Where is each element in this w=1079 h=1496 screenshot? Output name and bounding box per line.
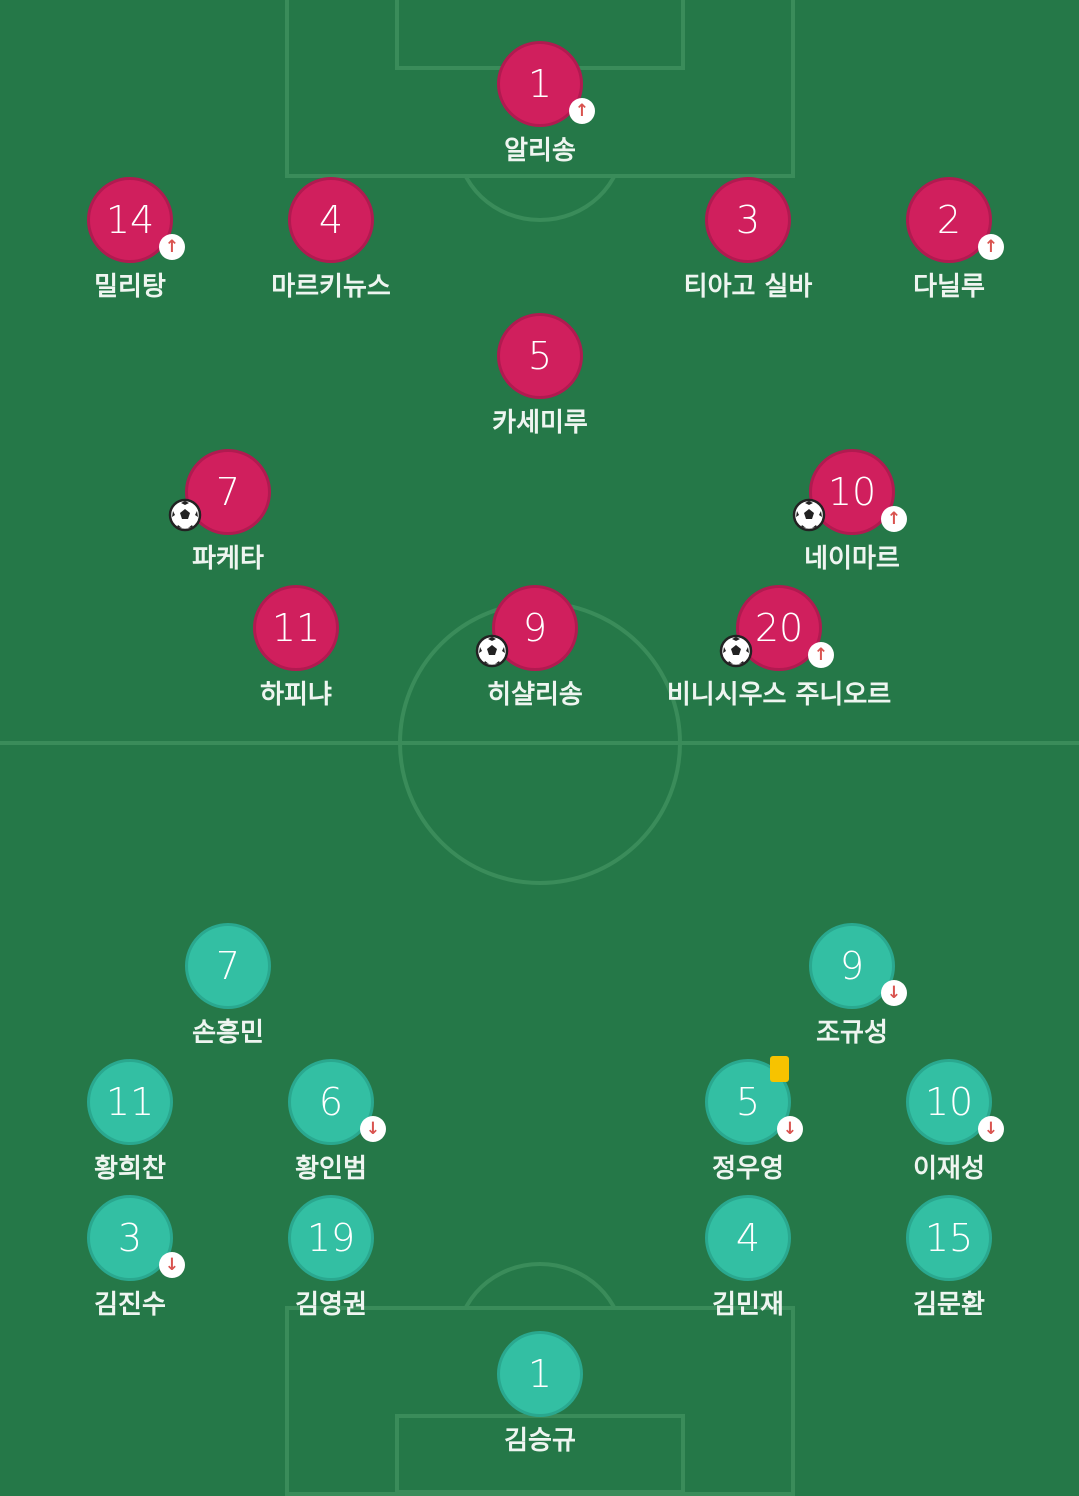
sub-out-arrow-down-icon: ↓ (881, 980, 907, 1006)
player-name: 비니시우스 주니오르 (666, 680, 892, 710)
player-number-badge[interactable]: 11 (87, 1059, 173, 1145)
player-name: 김진수 (94, 1290, 166, 1320)
player-number-badge[interactable]: 9 (809, 923, 895, 1009)
sub-out-arrow-down-icon: ↓ (978, 1116, 1004, 1142)
player-number-badge[interactable]: 4 (288, 177, 374, 263)
player-name: 카세미루 (492, 408, 588, 438)
player-name: 마르키뉴스 (271, 272, 391, 302)
soccer-ball-goal-icon (475, 634, 509, 668)
sub-in-arrow-up-icon: ↑ (159, 234, 185, 260)
player-number-badge[interactable]: 7 (185, 923, 271, 1009)
sub-in-arrow-up-icon: ↑ (808, 642, 834, 668)
player-name: 정우영 (712, 1154, 784, 1184)
player-name: 알리송 (504, 136, 576, 166)
player-name: 파케타 (192, 544, 264, 574)
player-number-badge[interactable]: 19 (288, 1195, 374, 1281)
sub-out-arrow-down-icon: ↓ (360, 1116, 386, 1142)
player-name: 네이마르 (804, 544, 900, 574)
player-name: 황희찬 (94, 1154, 166, 1184)
player-number-badge[interactable]: 3 (705, 177, 791, 263)
player-number-badge[interactable]: 5 (497, 313, 583, 399)
player-number-badge[interactable]: 2 (906, 177, 992, 263)
player-name: 김영권 (295, 1290, 367, 1320)
player-name: 황인범 (295, 1154, 367, 1184)
yellow-card-icon (770, 1056, 789, 1082)
sub-out-arrow-down-icon: ↓ (777, 1116, 803, 1142)
player-name: 조규성 (816, 1018, 888, 1048)
soccer-ball-goal-icon (719, 634, 753, 668)
player-name: 티아고 실바 (683, 272, 813, 302)
soccer-ball-goal-icon (792, 498, 826, 532)
player-number-badge[interactable]: 10 (809, 449, 895, 535)
player-name: 다닐루 (913, 272, 985, 302)
top-penalty-area (285, 0, 795, 178)
sub-in-arrow-up-icon: ↑ (978, 234, 1004, 260)
player-number-badge[interactable]: 1 (497, 41, 583, 127)
player-number-badge[interactable]: 11 (253, 585, 339, 671)
player-name: 김승규 (504, 1426, 576, 1456)
player-number-badge[interactable]: 3 (87, 1195, 173, 1281)
player-name: 김민재 (712, 1290, 784, 1320)
player-name: 이재성 (913, 1154, 985, 1184)
sub-out-arrow-down-icon: ↓ (159, 1252, 185, 1278)
player-name: 손흥민 (192, 1018, 264, 1048)
sub-in-arrow-up-icon: ↑ (569, 98, 595, 124)
player-number-badge[interactable]: 14 (87, 177, 173, 263)
player-name: 밀리탕 (94, 272, 166, 302)
soccer-ball-goal-icon (168, 498, 202, 532)
player-name: 하피냐 (260, 680, 332, 710)
player-name: 히샬리송 (487, 680, 583, 710)
player-number-badge[interactable]: 6 (288, 1059, 374, 1145)
player-number-badge[interactable]: 15 (906, 1195, 992, 1281)
sub-in-arrow-up-icon: ↑ (881, 506, 907, 532)
player-number-badge[interactable]: 1 (497, 1331, 583, 1417)
player-number-badge[interactable]: 4 (705, 1195, 791, 1281)
player-name: 김문환 (913, 1290, 985, 1320)
player-number-badge[interactable]: 10 (906, 1059, 992, 1145)
